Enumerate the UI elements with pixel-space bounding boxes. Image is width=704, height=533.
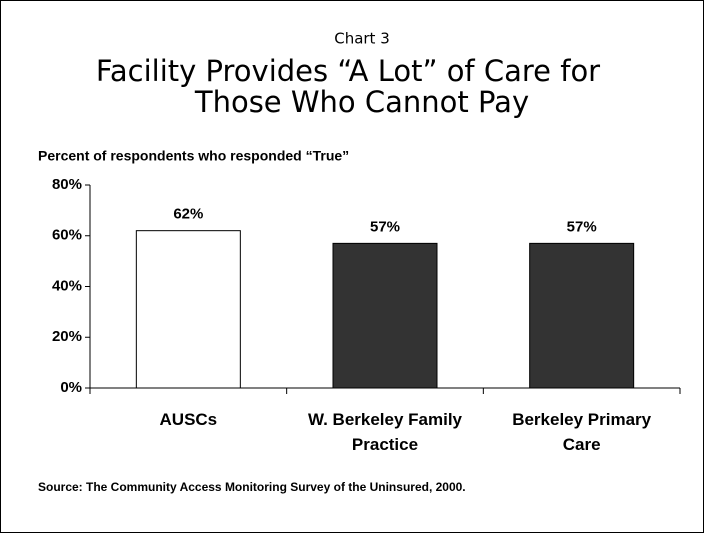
value-label: 57% bbox=[370, 218, 400, 235]
y-tick-label: 0% bbox=[60, 379, 82, 396]
source: Source: The Community Access Monitoring … bbox=[38, 480, 466, 494]
bar bbox=[529, 242, 635, 389]
y-tick-label: 60% bbox=[52, 227, 82, 244]
chart-label: Chart 3 bbox=[334, 30, 390, 48]
chart-title: Those Who Cannot Pay bbox=[194, 85, 529, 119]
x-tick-label: Berkeley Primary Care bbox=[512, 410, 652, 454]
value-label: 62% bbox=[173, 206, 203, 223]
bar bbox=[135, 230, 241, 389]
y-tick-label: 80% bbox=[52, 176, 82, 193]
x-tick-label: W. Berkeley Family Practice bbox=[307, 410, 463, 454]
y-tick-label: 40% bbox=[52, 277, 82, 294]
chart-title: Facility Provides “A Lot” of Care for bbox=[96, 54, 600, 88]
bar bbox=[332, 242, 438, 389]
y-tick-label: 20% bbox=[52, 328, 82, 345]
x-tick-label: AUSCs bbox=[159, 410, 218, 429]
y-axis-label: Percent of respondents who responded “Tr… bbox=[38, 148, 349, 164]
value-label: 57% bbox=[567, 218, 597, 235]
